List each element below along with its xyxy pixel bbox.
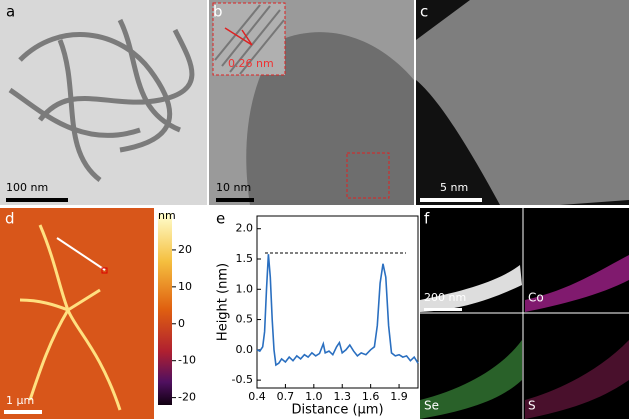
colorbar (158, 213, 172, 405)
scale-bar-label: 1 μm (6, 394, 34, 407)
y-tick-label: 0.0 (236, 343, 254, 356)
afm-image (0, 208, 154, 419)
x-tick-label: 1.9 (390, 390, 408, 403)
scale-bar (420, 198, 482, 202)
plot-frame (256, 215, 419, 389)
x-tick-label: 1.0 (305, 390, 323, 403)
y-tick-label: -0.5 (232, 373, 253, 386)
colorbar-tick-label: 20 (178, 243, 192, 256)
map-label: Co (528, 291, 544, 305)
scale-bar-label: 200 nm (424, 291, 466, 304)
scale-bar-label: 100 nm (6, 181, 48, 194)
x-tick-label: 0.7 (277, 390, 295, 403)
lattice-fringes (214, 4, 285, 75)
spacing-marker (224, 27, 253, 46)
nanotube (416, 0, 629, 205)
y-tick-label: 0.5 (236, 313, 254, 326)
nanotubes (8, 18, 195, 182)
nanotube (246, 32, 414, 206)
y-tick-label: 1.5 (236, 252, 254, 265)
x-tick-label: 0.4 (248, 390, 266, 403)
panel-label: e (216, 210, 225, 228)
colorbar-tick-label: -20 (178, 391, 196, 404)
haadf-map (420, 265, 522, 312)
x-tick-label: 1.6 (362, 390, 380, 403)
y-tick-label: 2.0 (236, 222, 254, 235)
scale-bar (424, 308, 462, 311)
colorbar-unit: nm (158, 209, 176, 222)
colorbar-tick-label: 0 (178, 317, 185, 330)
map-label: S (528, 399, 536, 413)
colorbar-tick-label: 10 (178, 280, 192, 293)
scale-bar-label: 10 nm (216, 181, 251, 194)
panel-label: d (5, 210, 15, 228)
colorbar-tick-label: -10 (178, 354, 196, 367)
tem-image (0, 0, 207, 205)
scale-bar (6, 198, 68, 202)
y-tick-label: 1.0 (236, 282, 254, 295)
profile-line (56, 237, 106, 271)
profile-marker (101, 267, 108, 274)
x-axis-label: Distance (μm) (291, 403, 383, 418)
co-map (525, 255, 629, 312)
panel-label: f (424, 210, 430, 228)
x-tick-label: 1.3 (333, 390, 351, 403)
map-label: Se (424, 399, 439, 413)
scale-bar (216, 198, 254, 202)
scale-bar (4, 410, 42, 414)
panel-label: c (420, 3, 428, 21)
scale-bar-label: 5 nm (440, 181, 468, 194)
inset-label: 0.26 nm (228, 57, 274, 70)
panel-label: a (6, 3, 15, 21)
y-axis-label: Height (nm) (216, 263, 231, 341)
profile-line (256, 254, 419, 367)
selection-box (346, 152, 390, 199)
s-map (525, 340, 629, 419)
se-map (420, 340, 522, 419)
panel-label: b (213, 3, 223, 21)
nanotubes (19, 224, 122, 411)
